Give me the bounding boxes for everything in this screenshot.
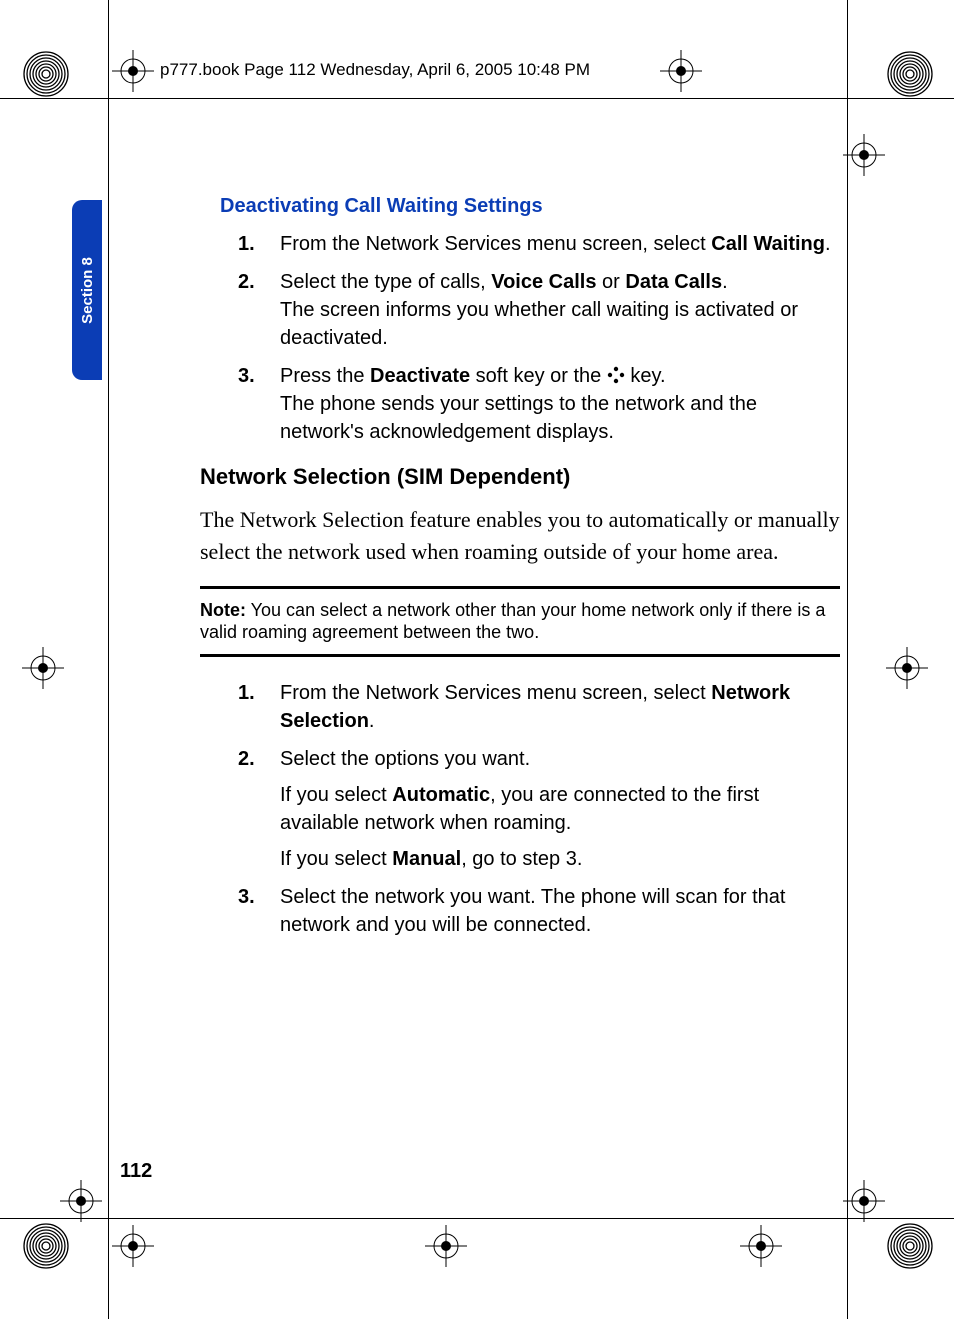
- swirl-mark-icon: [886, 1222, 934, 1270]
- registration-mark-icon: [425, 1225, 467, 1267]
- section-tab: Section 8: [72, 200, 102, 380]
- section-tab-label: Section 8: [79, 257, 96, 324]
- nav-key-icon: [607, 364, 625, 382]
- note-box: Note: You can select a network other tha…: [200, 586, 840, 657]
- step-item: 1.From the Network Services menu screen,…: [280, 679, 840, 735]
- step-number: 1.: [238, 679, 255, 707]
- cropline-bottom: [0, 1218, 954, 1219]
- note-label: Note:: [200, 600, 246, 620]
- step-number: 3.: [238, 883, 255, 911]
- cropline-right: [847, 0, 848, 1319]
- registration-mark-icon: [843, 134, 885, 176]
- bold-term: Voice Calls: [491, 271, 596, 293]
- bold-term: Network Selection: [280, 682, 790, 732]
- heading-network-selection: Network Selection (SIM Dependent): [200, 464, 840, 490]
- step-item: 2.Select the type of calls, Voice Calls …: [280, 268, 840, 352]
- print-header: p777.book Page 112 Wednesday, April 6, 2…: [160, 60, 590, 80]
- paragraph-network-selection: The Network Selection feature enables yo…: [200, 504, 840, 568]
- swirl-mark-icon: [22, 1222, 70, 1270]
- step-item: 2.Select the options you want.If you sel…: [280, 745, 840, 873]
- registration-mark-icon: [660, 50, 702, 92]
- registration-mark-icon: [112, 1225, 154, 1267]
- step-item: 3.Press the Deactivate soft key or the k…: [280, 362, 840, 446]
- cropline-top: [0, 98, 954, 99]
- bold-term: Automatic: [392, 784, 490, 806]
- step-number: 2.: [238, 745, 255, 773]
- steps-list-1: 1.From the Network Services menu screen,…: [220, 230, 840, 446]
- step-sub: If you select Manual, go to step 3.: [280, 845, 840, 873]
- steps-list-2: 1.From the Network Services menu screen,…: [220, 679, 840, 939]
- page-number: 112: [120, 1160, 152, 1183]
- step-item: 1.From the Network Services menu screen,…: [280, 230, 840, 258]
- content-column: Deactivating Call Waiting Settings 1.Fro…: [220, 195, 840, 957]
- registration-mark-icon: [886, 647, 928, 689]
- cropline-left: [108, 0, 109, 1319]
- step-number: 3.: [238, 362, 255, 390]
- bold-term: Deactivate: [370, 365, 470, 387]
- step-number: 1.: [238, 230, 255, 258]
- step-number: 2.: [238, 268, 255, 296]
- swirl-mark-icon: [886, 50, 934, 98]
- swirl-mark-icon: [22, 50, 70, 98]
- bold-term: Data Calls: [625, 271, 722, 293]
- registration-mark-icon: [843, 1180, 885, 1222]
- step-item: 3.Select the network you want. The phone…: [280, 883, 840, 939]
- registration-mark-icon: [112, 50, 154, 92]
- bold-term: Call Waiting: [711, 233, 825, 255]
- registration-mark-icon: [740, 1225, 782, 1267]
- heading-deactivating: Deactivating Call Waiting Settings: [220, 195, 840, 218]
- step-tail: The phone sends your settings to the net…: [280, 393, 757, 443]
- step-tail: The screen informs you whether call wait…: [280, 299, 798, 349]
- registration-mark-icon: [22, 647, 64, 689]
- bold-term: Manual: [392, 848, 461, 870]
- step-sub: If you select Automatic, you are connect…: [280, 781, 840, 837]
- registration-mark-icon: [60, 1180, 102, 1222]
- note-text: You can select a network other than your…: [200, 600, 825, 643]
